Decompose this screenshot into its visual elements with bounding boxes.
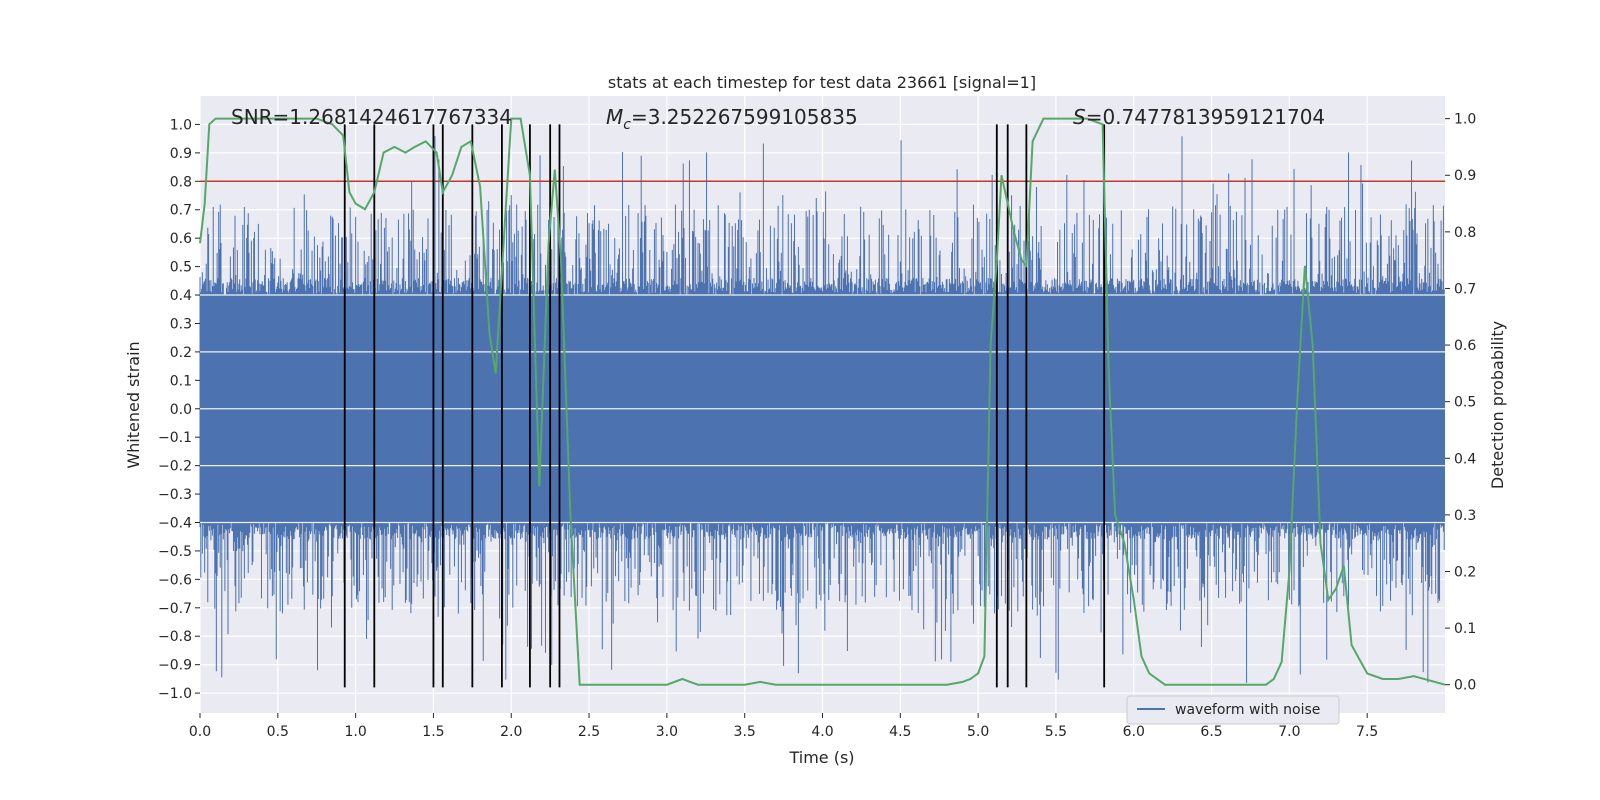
y-left-tick-label: 1.0 [170, 117, 192, 133]
y-right-tick-label: 0.4 [1454, 451, 1476, 467]
x-tick-label: 6.0 [1123, 724, 1145, 740]
y-left-tick-label: 0.2 [170, 345, 192, 361]
x-tick-label: 2.0 [500, 724, 522, 740]
x-tick-label: 3.0 [656, 724, 678, 740]
y-left-tick-label: 0.3 [170, 316, 192, 332]
x-tick-label: 7.0 [1278, 724, 1300, 740]
y-left-tick-label: −0.4 [158, 515, 192, 531]
s-symbol: S [1073, 105, 1086, 129]
y-right-tick-label: 0.5 [1454, 395, 1476, 411]
y-left-ticks: 1.0 0.9 0.8 0.7 0.6 0.5 0.4 0.3 0.2 0.1 0.0 −0.1 −0.… [158, 117, 200, 702]
chirp-mass-annotation: Mc=3.252267599105835 [606, 105, 858, 133]
y-left-tick-label: −0.2 [158, 459, 192, 475]
y-right-tick-label: 0.3 [1454, 508, 1476, 524]
y-left-axis-label: Whitened strain [124, 341, 143, 468]
chirp-mass-symbol: M [606, 105, 623, 129]
y-left-tick-label: −0.7 [158, 601, 192, 617]
probability-line [199, 117, 1446, 686]
y-right-tick-label: 0.6 [1454, 338, 1476, 354]
x-tick-label: 4.5 [889, 724, 911, 740]
y-left-tick-label: −0.6 [158, 572, 192, 588]
x-tick-label: 0.5 [267, 724, 289, 740]
x-tick-label: 1.0 [344, 724, 366, 740]
y-left-tick-label: 0.1 [170, 373, 192, 389]
x-tick-label: 1.5 [422, 724, 444, 740]
probability-series [199, 117, 1446, 686]
y-left-tick-label: 0.8 [170, 174, 192, 190]
legend: waveform with noise [1126, 695, 1340, 725]
y-right-ticks: 1.0 0.9 0.8 0.7 0.6 0.5 0.4 0.3 0.2 0.1 0.0 [1445, 112, 1476, 694]
x-tick-label: 5.0 [967, 724, 989, 740]
y-left-tick-label: 0.5 [170, 260, 192, 276]
x-tick-label: 3.5 [734, 724, 756, 740]
y-left-tick-label: −0.5 [158, 544, 192, 560]
y-left-tick-label: −1.0 [158, 686, 192, 702]
chart-title: stats at each timestep for test data 236… [608, 73, 1036, 92]
y-right-tick-label: 1.0 [1454, 112, 1476, 128]
x-tick-label: 4.0 [811, 724, 833, 740]
y-right-tick-label: 0.0 [1454, 678, 1476, 694]
s-annotation: S=0.7477813959121704 [1073, 105, 1325, 129]
y-left-tick-label: 0.7 [170, 203, 192, 219]
y-right-tick-label: 0.8 [1454, 225, 1476, 241]
waveform-line [199, 133, 1445, 683]
y-left-tick-label: −0.3 [158, 487, 192, 503]
y-right-axis-label: Detection probability [1488, 321, 1507, 489]
x-tick-label: 6.5 [1200, 724, 1222, 740]
y-right-tick-label: 0.2 [1454, 564, 1476, 580]
y-right-tick-label: 0.7 [1454, 281, 1476, 297]
x-tick-label: 5.5 [1045, 724, 1067, 740]
x-tick-label: 0.0 [189, 724, 211, 740]
y-left-tick-label: 0.6 [170, 231, 192, 247]
x-ticks: 0.0 0.5 1.0 1.5 2.0 2.5 3.0 3.5 4.0 4.5 5.0 5.5 6.0 6… [189, 713, 1378, 740]
y-left-tick-label: 0.9 [170, 146, 192, 162]
y-right-tick-label: 0.9 [1454, 168, 1476, 184]
snr-annotation: SNR=1.2681424617767334 [231, 105, 512, 129]
y-left-tick-label: −0.1 [158, 430, 192, 446]
legend-box [1126, 695, 1340, 725]
chirp-mass-subscript: c [623, 117, 631, 133]
y-left-tick-label: 0.0 [170, 402, 192, 418]
y-left-tick-label: 0.4 [170, 288, 192, 304]
s-value: =0.7477813959121704 [1086, 105, 1325, 129]
chirp-mass-value: =3.252267599105835 [631, 105, 858, 129]
y-left-tick-label: −0.8 [158, 629, 192, 645]
y-left-tick-label: −0.9 [158, 658, 192, 674]
x-tick-label: 2.5 [578, 724, 600, 740]
y-right-tick-label: 0.1 [1454, 621, 1476, 637]
waveform-series [199, 133, 1445, 683]
x-axis-label: Time (s) [788, 748, 854, 767]
legend-entry-waveform: waveform with noise [1175, 702, 1320, 718]
x-tick-label: 7.5 [1356, 724, 1378, 740]
